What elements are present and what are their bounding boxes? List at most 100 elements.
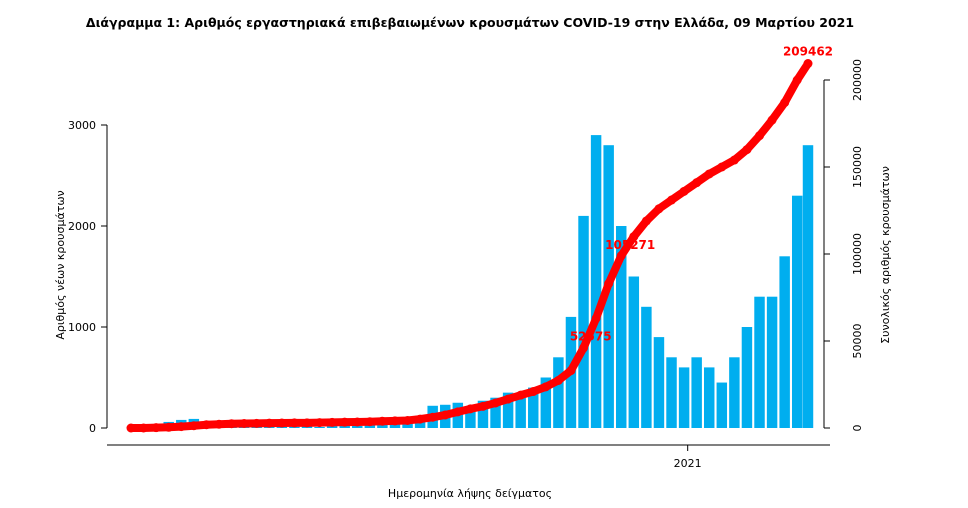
bar bbox=[389, 423, 401, 428]
cumulative-point bbox=[641, 216, 651, 226]
bar bbox=[729, 357, 740, 428]
bars-group bbox=[125, 135, 814, 428]
y-tick-label: 3000 bbox=[68, 119, 96, 132]
cumulative-point bbox=[151, 423, 161, 433]
cumulative-point bbox=[654, 204, 664, 214]
cumulative-point bbox=[541, 382, 551, 392]
bar bbox=[653, 337, 665, 428]
bar bbox=[515, 397, 526, 428]
cumulative-point bbox=[164, 422, 174, 432]
cumulative-point bbox=[803, 59, 813, 69]
bar bbox=[364, 424, 376, 428]
cumulative-point bbox=[616, 251, 626, 261]
cumulative-point bbox=[340, 417, 350, 427]
bar bbox=[791, 195, 803, 428]
annotation-label: 209462 bbox=[783, 45, 833, 59]
cumulative-point bbox=[327, 417, 337, 427]
bar bbox=[766, 296, 778, 428]
cumulative-point bbox=[453, 407, 463, 417]
bar bbox=[402, 421, 413, 428]
bar bbox=[616, 226, 627, 428]
cumulative-point bbox=[365, 417, 375, 427]
cumulative-point bbox=[264, 418, 274, 428]
cumulative-point bbox=[465, 404, 475, 414]
cumulative-point bbox=[780, 98, 790, 108]
bar bbox=[465, 409, 476, 428]
cumulative-point bbox=[252, 418, 262, 428]
cumulative-point bbox=[403, 415, 413, 425]
bar bbox=[377, 424, 388, 428]
bar bbox=[704, 367, 715, 428]
cumulative-point bbox=[214, 419, 224, 429]
cumulative-point bbox=[604, 279, 614, 289]
cumulative-point bbox=[176, 422, 186, 432]
cumulative-point bbox=[792, 75, 802, 85]
cumulative-point bbox=[503, 394, 513, 404]
cumulative-point bbox=[528, 387, 538, 397]
cumulative-point bbox=[440, 410, 450, 420]
y2-tick-label: 50000 bbox=[851, 324, 864, 359]
cumulative-point bbox=[390, 416, 400, 426]
bar bbox=[666, 357, 677, 428]
y2-tick-label: 200000 bbox=[851, 59, 864, 101]
y-tick-label: 1000 bbox=[68, 321, 96, 334]
bar bbox=[779, 256, 790, 428]
cumulative-point bbox=[491, 398, 501, 408]
cumulative-point bbox=[415, 414, 425, 424]
cumulative-point bbox=[667, 195, 677, 205]
x-tick-label: 2021 bbox=[674, 457, 702, 470]
y2-tick-label: 150000 bbox=[851, 146, 864, 188]
cumulative-line-group: 52575 105271 209462 bbox=[126, 45, 833, 433]
cumulative-point bbox=[692, 178, 702, 188]
cumulative-point bbox=[352, 417, 362, 427]
bar bbox=[502, 392, 514, 428]
annotation-label: 52575 bbox=[570, 330, 612, 344]
bar bbox=[678, 367, 690, 428]
cumulative-point bbox=[704, 169, 714, 179]
cumulative-point bbox=[428, 412, 438, 422]
y-tick-label: 0 bbox=[89, 422, 96, 435]
axes: 0 1000 2000 3000 0 50000 100000 150000 200000 202… bbox=[68, 59, 864, 470]
bar bbox=[716, 382, 728, 428]
cumulative-point bbox=[717, 162, 727, 172]
bar bbox=[553, 357, 564, 428]
cumulative-point bbox=[579, 343, 589, 353]
y-axis-label: Αριθμός νέων κρουσμάτων bbox=[54, 190, 67, 339]
cumulative-point bbox=[302, 418, 312, 428]
cumulative-point bbox=[227, 419, 237, 429]
cumulative-point bbox=[239, 418, 249, 428]
bar bbox=[490, 397, 501, 428]
bar bbox=[540, 377, 552, 428]
y2-axis-label: Συνολικός αριθμός κρουσμάτων bbox=[879, 166, 892, 344]
cumulative-point bbox=[742, 145, 752, 155]
bar bbox=[578, 215, 589, 428]
cumulative-point bbox=[566, 366, 576, 376]
bar bbox=[528, 387, 539, 428]
bar bbox=[691, 357, 702, 428]
y2-tick-label: 0 bbox=[851, 425, 864, 432]
cumulative-point bbox=[591, 313, 601, 323]
cumulative-point bbox=[516, 390, 526, 400]
cumulative-point bbox=[289, 418, 299, 428]
bar bbox=[802, 145, 814, 428]
cumulative-point bbox=[767, 115, 777, 125]
bar bbox=[477, 400, 489, 428]
cumulative-point bbox=[189, 421, 199, 431]
cumulative-point bbox=[201, 420, 211, 430]
annotation-label: 105271 bbox=[605, 238, 655, 252]
cumulative-point bbox=[478, 401, 488, 411]
cumulative-point bbox=[679, 186, 689, 196]
bar bbox=[326, 425, 338, 428]
cumulative-point bbox=[377, 416, 387, 426]
bar bbox=[590, 135, 602, 428]
cumulative-point bbox=[729, 155, 739, 165]
bar bbox=[754, 296, 765, 428]
bar bbox=[741, 327, 753, 428]
bar bbox=[339, 425, 350, 428]
chart-title: Διάγραμμα 1: Αριθμός εργαστηριακά επιβεβ… bbox=[86, 15, 854, 30]
bar bbox=[314, 426, 325, 428]
cumulative-point bbox=[755, 131, 765, 141]
cumulative-point bbox=[277, 418, 287, 428]
cumulative-point bbox=[629, 232, 639, 242]
